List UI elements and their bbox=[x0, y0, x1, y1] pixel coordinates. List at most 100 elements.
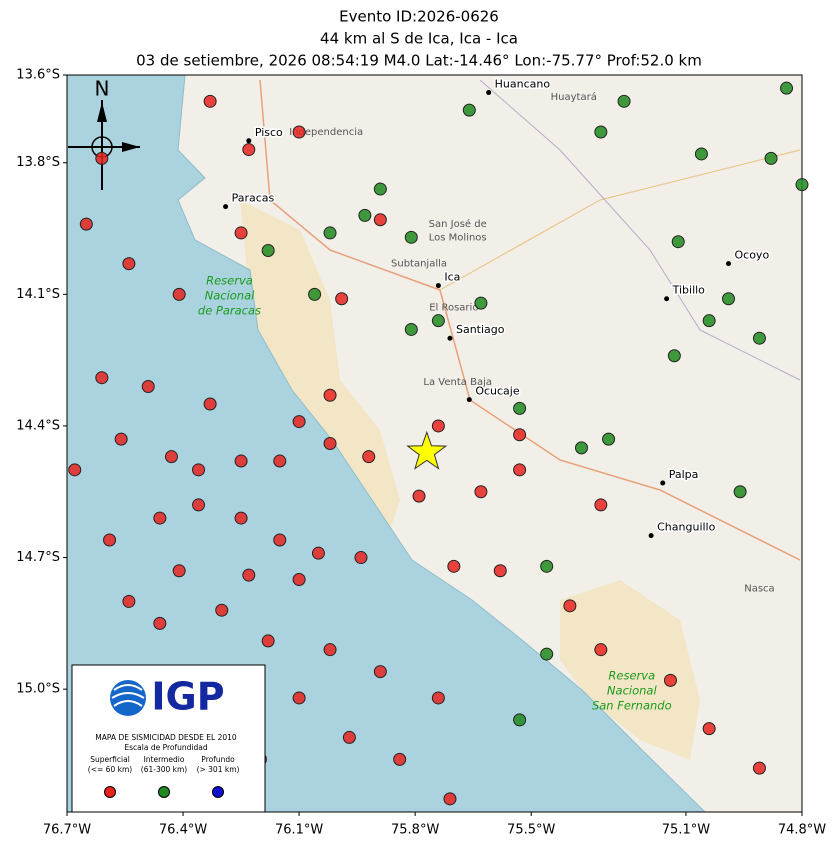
earthquake bbox=[273, 454, 287, 468]
x-tick-label: 75.8°W bbox=[391, 823, 439, 838]
earthquake bbox=[702, 722, 716, 736]
logo-mark bbox=[110, 680, 146, 716]
town-label: Ocucaje bbox=[475, 385, 520, 398]
earthquake bbox=[68, 463, 82, 477]
reserve-label: Reserva bbox=[206, 274, 253, 288]
event-star bbox=[406, 430, 448, 470]
earthquake bbox=[513, 428, 527, 442]
earthquake bbox=[172, 287, 186, 301]
town-label: Changuillo bbox=[657, 521, 715, 534]
locality-label: El Rosario bbox=[429, 303, 478, 314]
town-dot bbox=[447, 335, 453, 341]
town-label: Santiago bbox=[456, 323, 505, 336]
earthquake bbox=[172, 564, 186, 578]
town-dot bbox=[466, 397, 472, 403]
earthquake bbox=[431, 314, 445, 328]
earthquake bbox=[667, 349, 681, 363]
earthquake bbox=[602, 432, 616, 446]
legend-marker bbox=[212, 786, 224, 798]
earthquake bbox=[752, 331, 766, 345]
earthquake bbox=[443, 792, 457, 806]
chart-title: 03 de setiembre, 2026 08:54:19 M4.0 Lat:… bbox=[136, 52, 702, 70]
earthquake bbox=[594, 498, 608, 512]
earthquake bbox=[474, 296, 488, 310]
earthquake bbox=[311, 546, 325, 560]
locality-label: Independencia bbox=[289, 127, 363, 138]
earthquake bbox=[323, 437, 337, 450]
x-tick-label: 76.7°W bbox=[43, 823, 91, 838]
town-dot bbox=[660, 480, 666, 486]
earthquake bbox=[103, 533, 117, 547]
compass-head bbox=[97, 102, 140, 152]
logo-text: IGP bbox=[151, 675, 224, 719]
compass: N bbox=[68, 77, 140, 190]
town-label: Pisco bbox=[255, 126, 283, 139]
earthquake bbox=[342, 730, 356, 744]
earthquake bbox=[702, 314, 716, 328]
earthquake bbox=[192, 498, 206, 512]
legend-box bbox=[71, 664, 266, 813]
earthquake bbox=[594, 125, 608, 139]
locality-label: Nasca bbox=[744, 583, 774, 594]
earthquake bbox=[273, 533, 287, 547]
earthquake bbox=[780, 81, 794, 95]
reserve-label: San Fernando bbox=[592, 699, 672, 713]
y-tick-label: 13.6°S bbox=[16, 68, 60, 83]
earthquake bbox=[79, 217, 93, 231]
earthquake bbox=[234, 454, 248, 468]
reserve-label: de Paracas bbox=[198, 304, 261, 318]
legend-range: (> 301 km) bbox=[197, 765, 240, 774]
town-label: Ica bbox=[444, 271, 460, 284]
legend-range: (<= 60 km) bbox=[88, 765, 132, 774]
y-tick-label: 15.0°S bbox=[16, 682, 60, 697]
x-tick-label: 76.1°W bbox=[275, 823, 323, 838]
road bbox=[259, 79, 801, 561]
earthquake bbox=[362, 450, 376, 464]
earthquake bbox=[617, 94, 631, 108]
locality-label: Huaytará bbox=[551, 91, 597, 103]
reserve-label: Nacional bbox=[607, 684, 658, 698]
earthquake bbox=[323, 388, 337, 402]
earthquake bbox=[164, 450, 178, 464]
y-tick-label: 13.8°S bbox=[16, 155, 60, 170]
earthquake bbox=[308, 287, 322, 301]
x-tick-label: 76.4°W bbox=[159, 823, 207, 838]
logo-mark bbox=[111, 684, 145, 707]
earthquake bbox=[431, 691, 445, 705]
town-dot bbox=[246, 138, 252, 144]
x-tick-label: 75.1°W bbox=[662, 823, 710, 838]
town-label: Huancano bbox=[495, 78, 551, 91]
earthquake bbox=[431, 419, 445, 433]
legend-name: Superficial bbox=[90, 755, 130, 764]
earthquake bbox=[203, 94, 217, 108]
y-tick-label: 14.7°S bbox=[16, 550, 60, 565]
earthquake bbox=[292, 572, 306, 586]
earthquake bbox=[795, 178, 809, 192]
town-dot bbox=[664, 296, 670, 302]
earthquake bbox=[373, 182, 387, 196]
town-dot bbox=[435, 283, 441, 289]
earthquake bbox=[373, 213, 387, 227]
earthquake bbox=[393, 752, 407, 766]
earthquake bbox=[513, 401, 527, 415]
earthquake bbox=[153, 616, 167, 630]
earthquake bbox=[323, 226, 337, 240]
earthquake bbox=[540, 559, 554, 573]
reserve-label: Nacional bbox=[205, 289, 256, 303]
town-dot bbox=[223, 204, 229, 210]
legend-marker bbox=[158, 786, 170, 798]
chart-title: 44 km al S de Ica, Ica - Ica bbox=[320, 30, 518, 48]
earthquake bbox=[335, 292, 349, 306]
earthquake bbox=[563, 599, 577, 613]
locality-label: Subtanjalla bbox=[391, 259, 447, 270]
earthquake bbox=[358, 208, 372, 222]
earthquake bbox=[292, 415, 306, 429]
earthquake bbox=[354, 551, 368, 565]
earthquake bbox=[215, 603, 229, 617]
earthquake bbox=[323, 643, 337, 657]
town-label: Ocoyo bbox=[735, 249, 770, 262]
earthquake bbox=[540, 647, 554, 661]
legend-subheader: Escala de Profundidad bbox=[124, 743, 207, 752]
earthquake bbox=[722, 292, 735, 306]
earthquake bbox=[242, 568, 256, 582]
